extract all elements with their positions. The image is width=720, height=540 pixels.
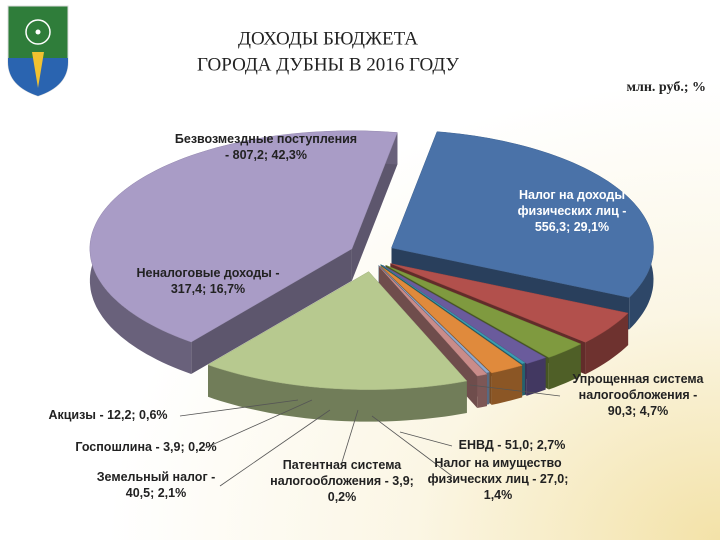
label-line: налогообложения - 3,9;: [270, 474, 414, 488]
label-line: 40,5; 2,1%: [126, 486, 186, 500]
slice-top: [391, 131, 654, 298]
leader-line: [179, 399, 299, 417]
units-note: млн. руб.; %: [626, 80, 706, 95]
data-label: Госпошлина - 3,9; 0,2%: [75, 440, 216, 454]
leader-line: [204, 399, 313, 449]
label-line: Безвозмездные поступления: [175, 132, 357, 146]
slice-side: [208, 364, 467, 422]
slice-side: [491, 365, 523, 405]
slice-top: [385, 264, 582, 358]
label-line: Налог на доходы: [519, 188, 625, 202]
slice-top: [378, 266, 488, 377]
label-line: 556,3; 29,1%: [535, 220, 609, 234]
data-label: Налог на доходы физических лиц - 556,3; 29…: [518, 188, 627, 234]
data-label: Акцизы - 12,2; 0,6%: [48, 408, 167, 422]
slice-side: [548, 344, 581, 390]
slice-side: [477, 374, 487, 408]
slice-side: [191, 248, 352, 374]
slice-top: [89, 130, 398, 343]
data-label: Патентная система налогообложения - 3,9; 0…: [270, 458, 414, 504]
slice-side: [526, 357, 546, 396]
leader-line: [469, 384, 561, 397]
label-line: Налог на имущество: [434, 456, 562, 470]
label-line: Акцизы - 12,2; 0,6%: [48, 408, 167, 422]
slice-side: [585, 313, 629, 375]
slice: [89, 130, 398, 374]
leader-line: [399, 431, 453, 447]
slice-top: [382, 264, 547, 364]
leader-line: [341, 409, 359, 463]
slice-top: [380, 265, 523, 374]
label-line: - 807,2; 42,3%: [225, 148, 307, 162]
data-label: Безвозмездные поступления - 807,2; 42,3%: [175, 132, 357, 162]
label-line: 317,4; 16,7%: [171, 282, 245, 296]
slice-side: [486, 372, 490, 405]
label-line: 1,4%: [484, 488, 513, 502]
slice-top: [380, 264, 526, 364]
label-line: 90,3; 4,7%: [608, 404, 668, 418]
chart-title: ДОХОДЫ БЮДЖЕТА: [238, 28, 418, 49]
slice-side: [522, 362, 525, 396]
slice-top: [390, 263, 629, 343]
label-line: Госпошлина - 3,9; 0,2%: [75, 440, 216, 454]
label-line: физических лиц -: [518, 204, 627, 218]
data-label: Налог на имущество физических лиц - 27,0;…: [428, 456, 569, 502]
label-line: 0,2%: [328, 490, 357, 504]
label-line: Упрощенная система: [573, 372, 705, 386]
data-label: Неналоговые доходы - 317,4; 16,7%: [137, 266, 280, 296]
slice-top: [378, 265, 491, 373]
label-line: Земельный налог -: [97, 470, 216, 484]
data-label: Упрощенная система налогообложения - 90,3;…: [573, 372, 705, 418]
leader-line: [371, 415, 453, 477]
label-line: Неналоговые доходы -: [137, 266, 280, 280]
label-line: Патентная система: [283, 458, 403, 472]
city-emblem: [7, 5, 69, 97]
label-line: налогообложения -: [579, 388, 698, 402]
label-line: ЕНВД - 51,0; 2,7%: [459, 438, 566, 452]
data-label: Земельный налог - 40,5; 2,1%: [97, 470, 216, 500]
slice-top: [207, 271, 468, 390]
label-line: физических лиц - 27,0;: [428, 472, 569, 486]
leader-line: [219, 409, 331, 487]
slice-side: [351, 132, 398, 281]
slice: [207, 271, 468, 422]
data-label: ЕНВД - 51,0; 2,7%: [459, 438, 566, 452]
chart-title: ГОРОДА ДУБНЫ В 2016 ГОДУ: [197, 54, 459, 75]
